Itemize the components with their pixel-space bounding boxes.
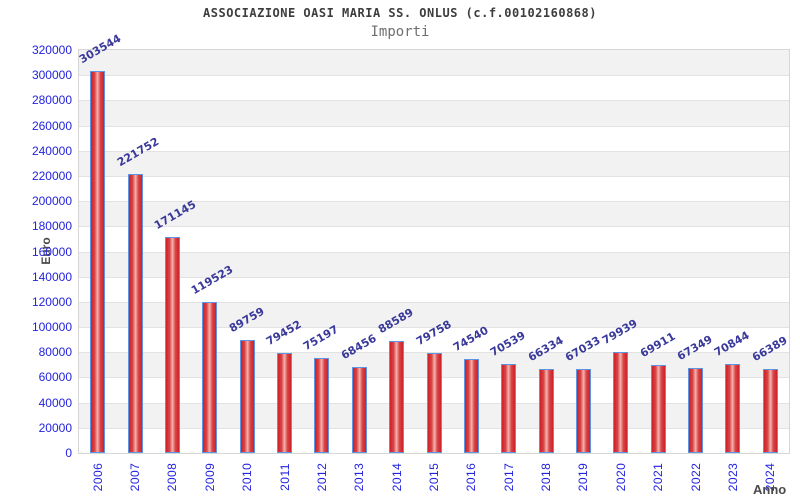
bar-2010 [239, 339, 255, 453]
x-tick-label: 2018 [539, 462, 554, 492]
x-tick-label: 2017 [501, 462, 516, 492]
x-axis-title: Anno [753, 482, 787, 497]
y-tick-label: 240000 [31, 143, 72, 158]
plot-band [79, 125, 789, 151]
bar-2007 [127, 173, 143, 453]
plot-band [79, 75, 789, 101]
y-tick-label: 200000 [31, 194, 72, 209]
x-tick-label: 2006 [90, 462, 105, 492]
bar-2022 [688, 368, 704, 453]
y-tick-label: 280000 [31, 93, 72, 108]
plot-band [79, 251, 789, 277]
y-tick-label: 20000 [38, 420, 72, 435]
x-tick-label: 2014 [389, 462, 404, 492]
x-tick-label: 2010 [240, 462, 255, 492]
y-tick-label: 60000 [38, 370, 72, 385]
x-tick-label: 2013 [352, 462, 367, 492]
bar-2018 [538, 369, 554, 453]
x-tick-label: 2022 [688, 462, 703, 492]
bar-2011 [277, 352, 293, 453]
bar-2009 [202, 302, 218, 453]
gridline [79, 175, 789, 177]
y-tick-label: 140000 [31, 269, 72, 284]
x-tick-label: 2015 [427, 462, 441, 492]
bar-2012 [314, 358, 330, 453]
plot-band [79, 301, 789, 328]
gridline [79, 75, 789, 77]
plot-area: 303544 221752 171145 119523 89759 79452 75197 6… [77, 32, 790, 454]
plot-band [79, 175, 789, 202]
gridline [79, 251, 789, 253]
bar-2016 [463, 359, 479, 453]
y-tick-label: 320000 [31, 43, 72, 57]
bar-2020 [613, 352, 629, 453]
y-tick-label: 260000 [31, 118, 72, 133]
plot-band [79, 100, 789, 126]
gridline [79, 301, 789, 303]
x-tick-label: 2021 [651, 462, 666, 492]
gridline [79, 201, 789, 203]
y-tick-label: 100000 [31, 320, 72, 335]
x-tick-label: 2016 [464, 462, 479, 492]
plot-band [79, 150, 789, 176]
gridline [79, 276, 789, 278]
y-tick-label: 160000 [31, 244, 72, 259]
y-tick-label: 0 [65, 446, 72, 460]
bar-2015 [426, 352, 442, 453]
x-tick-label: 2012 [314, 462, 329, 492]
plot-band [79, 327, 789, 353]
x-tick-label: 2007 [128, 462, 143, 492]
chart-title: ASSOCIAZIONE OASI MARIA SS. ONLUS (c.f.0… [203, 6, 597, 20]
gridline [79, 100, 789, 102]
y-tick-label: 120000 [31, 294, 72, 309]
plot-band [79, 226, 789, 252]
plot-band [79, 276, 789, 302]
y-tick-label: 220000 [31, 168, 72, 183]
y-tick-label: 80000 [38, 345, 72, 360]
bar-2006 [90, 70, 106, 453]
gridline [79, 327, 789, 329]
gridline [79, 125, 789, 127]
plot-band [79, 201, 789, 227]
gridline [79, 150, 789, 152]
plot-band [79, 50, 789, 76]
bar-2021 [650, 364, 666, 453]
y-tick-label: 180000 [31, 219, 72, 234]
bar-2023 [725, 363, 741, 453]
x-tick-label: 2008 [165, 462, 180, 492]
bar-2008 [164, 237, 180, 453]
x-tick-label: 2019 [576, 462, 591, 492]
x-tick-label: 2020 [613, 462, 628, 492]
x-tick-label: 2023 [725, 462, 740, 492]
chart-subtitle: Importi [370, 24, 430, 40]
bar-2014 [389, 341, 405, 453]
bar-2017 [501, 364, 517, 453]
x-tick-label: 2009 [202, 462, 217, 492]
bar-2013 [351, 366, 367, 453]
y-tick-label: 300000 [31, 68, 72, 83]
bar-2024 [762, 369, 778, 453]
x-tick-label: 2011 [277, 463, 292, 491]
bar-2019 [575, 368, 591, 453]
y-tick-label: 40000 [38, 395, 72, 410]
gridline [79, 226, 789, 228]
